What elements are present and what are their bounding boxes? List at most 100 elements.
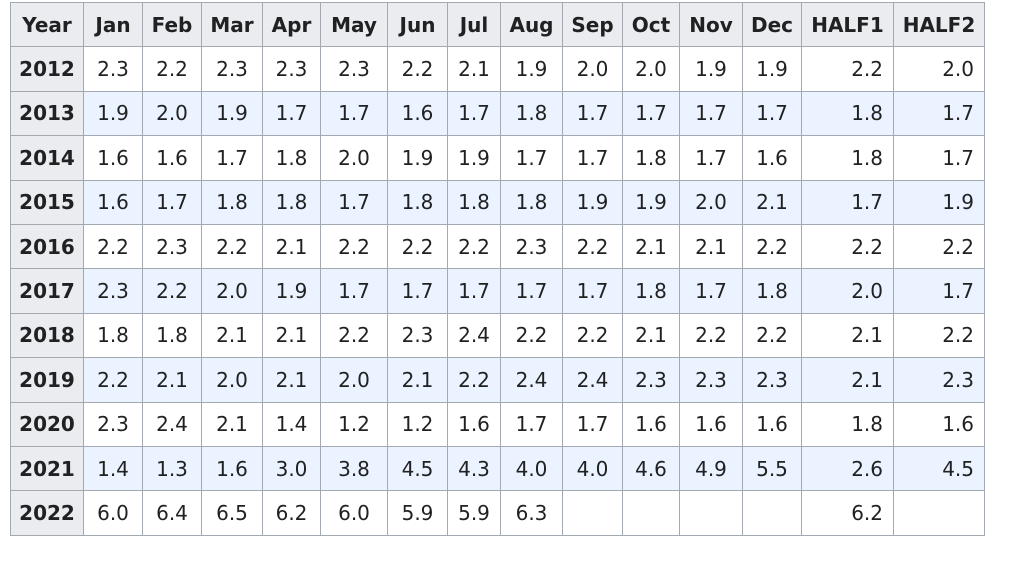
- cell-jun: 2.2: [387, 46, 448, 92]
- cell-sep: 1.7: [562, 135, 623, 181]
- cell-dec: 1.8: [742, 268, 802, 314]
- cell-jan: 2.3: [83, 46, 143, 92]
- table-row: 2014 1.6 1.6 1.7 1.8 2.0 1.9 1.9 1.7 1.7 1.8 1.7 1.6…: [10, 135, 985, 181]
- data-table-container: Year Jan Feb Mar Apr May Jun Jul Aug Sep Oct Nov Dec…: [10, 1, 985, 536]
- cell-aug: 6.3: [500, 490, 563, 536]
- cell-jan: 1.6: [83, 179, 143, 225]
- cell-mar: 1.6: [201, 445, 263, 492]
- column-header-nov: Nov: [679, 1, 743, 48]
- cell-aug: 1.9: [500, 46, 563, 92]
- cell-jan: 2.2: [83, 223, 143, 270]
- cell-feb: 2.2: [142, 46, 202, 92]
- cell-half2: 1.6: [893, 401, 985, 447]
- cell-half2: 2.2: [893, 223, 985, 270]
- cell-may: 2.2: [320, 312, 388, 359]
- cell-dec: 2.3: [742, 357, 802, 403]
- cell-half1: 1.8: [801, 135, 894, 181]
- cell-nov: 2.3: [679, 357, 743, 403]
- cell-mar: 6.5: [201, 490, 263, 536]
- row-header-year: 2021: [10, 445, 84, 492]
- table-row: 2013 1.9 2.0 1.9 1.7 1.7 1.6 1.7 1.8 1.7 1.7 1.7 1.7…: [10, 90, 985, 137]
- header-row: Year Jan Feb Mar Apr May Jun Jul Aug Sep Oct Nov Dec…: [10, 1, 985, 48]
- table-body: 2012 2.3 2.2 2.3 2.3 2.3 2.2 2.1 1.9 2.0 2.0 1.9 1.9…: [10, 46, 985, 536]
- cell-sep: 2.2: [562, 312, 623, 359]
- cell-mar: 2.1: [201, 312, 263, 359]
- cell-jun: 2.2: [387, 223, 448, 270]
- cell-may: 3.8: [320, 445, 388, 492]
- cell-half2: [893, 490, 985, 536]
- cell-sep: 2.4: [562, 357, 623, 403]
- cell-nov: [679, 490, 743, 536]
- cell-aug: 1.7: [500, 135, 563, 181]
- cell-nov: 1.9: [679, 46, 743, 92]
- cell-aug: 2.2: [500, 312, 563, 359]
- cell-jun: 1.8: [387, 179, 448, 225]
- cell-jul: 1.8: [447, 179, 501, 225]
- cell-may: 1.7: [320, 90, 388, 137]
- cell-feb: 6.4: [142, 490, 202, 536]
- column-header-jun: Jun: [387, 1, 448, 48]
- cell-apr: 2.1: [262, 312, 321, 359]
- row-header-year: 2016: [10, 223, 84, 270]
- cell-oct: 1.7: [622, 90, 680, 137]
- cell-half1: 2.1: [801, 357, 894, 403]
- cell-nov: 1.7: [679, 268, 743, 314]
- row-header-year: 2020: [10, 401, 84, 447]
- column-header-oct: Oct: [622, 1, 680, 48]
- column-header-mar: Mar: [201, 1, 263, 48]
- cell-sep: [562, 490, 623, 536]
- column-header-dec: Dec: [742, 1, 802, 48]
- cell-sep: 2.0: [562, 46, 623, 92]
- cell-jul: 2.2: [447, 357, 501, 403]
- cell-aug: 2.3: [500, 223, 563, 270]
- cell-half2: 1.7: [893, 268, 985, 314]
- cell-dec: [742, 490, 802, 536]
- cell-jun: 1.9: [387, 135, 448, 181]
- cell-apr: 1.8: [262, 135, 321, 181]
- row-header-year: 2013: [10, 90, 84, 137]
- cell-oct: 1.9: [622, 179, 680, 225]
- cell-jul: 1.9: [447, 135, 501, 181]
- cell-half2: 4.5: [893, 445, 985, 492]
- cell-nov: 4.9: [679, 445, 743, 492]
- cell-feb: 1.3: [142, 445, 202, 492]
- cell-dec: 2.1: [742, 179, 802, 225]
- row-header-year: 2018: [10, 312, 84, 359]
- cell-jul: 1.6: [447, 401, 501, 447]
- column-header-jul: Jul: [447, 1, 501, 48]
- cell-mar: 1.9: [201, 90, 263, 137]
- cell-jul: 2.1: [447, 46, 501, 92]
- cell-may: 2.3: [320, 46, 388, 92]
- cell-half1: 1.8: [801, 401, 894, 447]
- cell-sep: 4.0: [562, 445, 623, 492]
- cell-may: 1.7: [320, 268, 388, 314]
- table-row: 2017 2.3 2.2 2.0 1.9 1.7 1.7 1.7 1.7 1.7 1.8 1.7 1.8…: [10, 268, 985, 314]
- cell-jul: 5.9: [447, 490, 501, 536]
- cell-dec: 2.2: [742, 223, 802, 270]
- cell-jun: 2.1: [387, 357, 448, 403]
- cell-nov: 1.7: [679, 90, 743, 137]
- column-header-aug: Aug: [500, 1, 563, 48]
- cell-apr: 2.1: [262, 223, 321, 270]
- cell-mar: 1.8: [201, 179, 263, 225]
- table-row: 2020 2.3 2.4 2.1 1.4 1.2 1.2 1.6 1.7 1.7 1.6 1.6 1.6…: [10, 401, 985, 447]
- cell-jun: 2.3: [387, 312, 448, 359]
- cell-jan: 2.3: [83, 401, 143, 447]
- column-header-half1: HALF1: [801, 1, 894, 48]
- cell-dec: 1.6: [742, 401, 802, 447]
- table-row: 2018 1.8 1.8 2.1 2.1 2.2 2.3 2.4 2.2 2.2 2.1 2.2 2.2…: [10, 312, 985, 359]
- cell-nov: 2.2: [679, 312, 743, 359]
- cell-apr: 2.3: [262, 46, 321, 92]
- cell-may: 1.7: [320, 179, 388, 225]
- cell-half2: 2.2: [893, 312, 985, 359]
- cell-may: 2.0: [320, 135, 388, 181]
- cell-feb: 1.7: [142, 179, 202, 225]
- cell-mar: 2.3: [201, 46, 263, 92]
- inflation-table: Year Jan Feb Mar Apr May Jun Jul Aug Sep Oct Nov Dec…: [10, 1, 985, 536]
- cell-apr: 3.0: [262, 445, 321, 492]
- cell-mar: 2.0: [201, 268, 263, 314]
- cell-sep: 1.7: [562, 401, 623, 447]
- cell-aug: 1.8: [500, 90, 563, 137]
- cell-dec: 1.7: [742, 90, 802, 137]
- row-header-year: 2014: [10, 135, 84, 181]
